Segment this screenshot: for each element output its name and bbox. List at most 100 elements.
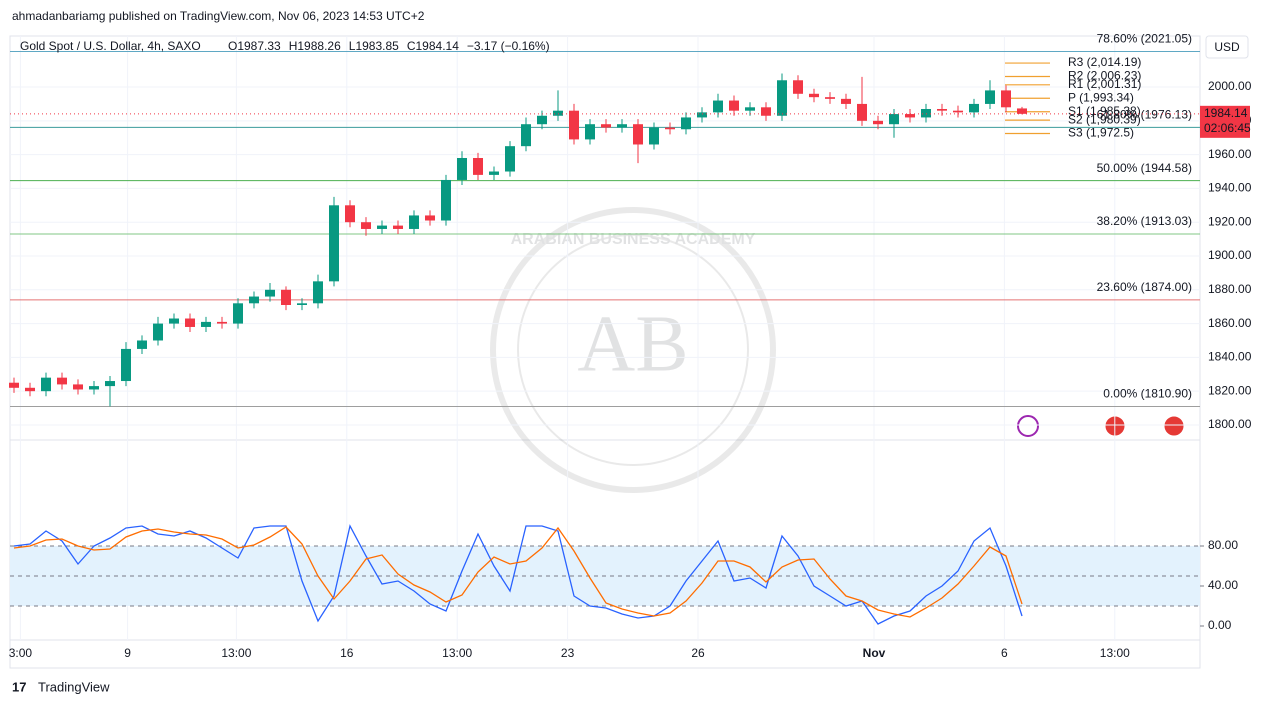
candle-body	[841, 98, 851, 104]
candle-body	[105, 381, 115, 387]
candle-body	[249, 296, 259, 304]
x-tick-label: 6	[1001, 646, 1008, 660]
fib-label: 78.60% (2021.05)	[1097, 32, 1192, 46]
watermark: AB ARABIAN BUSINESS ACADEMY	[490, 207, 776, 493]
candle-body	[905, 114, 915, 118]
y-tick-label: 1800.00	[1208, 417, 1252, 431]
candle-body	[665, 127, 675, 130]
chart-title: Gold Spot / U.S. Dollar, 4h, SAXO	[20, 39, 201, 53]
pivot-label: R1 (2,001.31)	[1068, 77, 1141, 91]
candle-body	[265, 289, 275, 297]
candle-body	[777, 80, 787, 116]
candle-body	[201, 321, 211, 327]
x-tick-label: 16	[340, 646, 354, 660]
pivot-label: S1 (1,985.38)	[1068, 104, 1141, 118]
candle-body	[329, 205, 339, 282]
y-tick-label: 1900.00	[1208, 248, 1252, 262]
candle-body	[153, 323, 163, 341]
y-tick-label: 1840.00	[1208, 350, 1252, 364]
candle-body	[505, 146, 515, 172]
candle-body	[729, 100, 739, 111]
candle-body	[745, 107, 755, 111]
candle-body	[281, 289, 291, 305]
candle-body	[921, 108, 931, 118]
y-tick-label: 40.00	[1208, 578, 1238, 592]
pivot-label: R2 (2,006.23)	[1068, 69, 1141, 83]
last-price-label: 1984.14	[1204, 106, 1248, 120]
x-tick-label: Nov	[863, 646, 886, 660]
y-tick-label: 1960.00	[1208, 147, 1252, 161]
countdown-label: 02:06:45	[1204, 121, 1251, 135]
candle-body	[233, 303, 243, 324]
watermark-text: ARABIAN BUSINESS ACADEMY	[511, 231, 756, 248]
x-tick-label: 3:00	[9, 646, 33, 660]
legend-item: C1984.14	[407, 39, 459, 53]
candle-body	[649, 127, 659, 145]
candle-body	[425, 215, 435, 221]
candle-body	[377, 225, 387, 229]
candle-body	[521, 124, 531, 147]
candle-body	[681, 117, 691, 130]
candle-body	[873, 120, 883, 125]
legend-item: −3.17 (−0.16%)	[467, 39, 550, 53]
candle-body	[761, 107, 771, 116]
pivot-label: S3 (1,972.5)	[1068, 126, 1134, 140]
candle-body	[361, 222, 371, 229]
x-tick-label: 13:00	[221, 646, 251, 660]
brand: 17 TradingView	[12, 679, 110, 694]
event-icon[interactable]	[1163, 415, 1185, 437]
candles	[9, 73, 1027, 407]
candle-body	[793, 80, 803, 94]
x-tick-label: 13:00	[1100, 646, 1130, 660]
y-tick-label: 2000.00	[1208, 79, 1252, 93]
candle-body	[633, 124, 643, 145]
publisher-line: ahmadanbariamg published on TradingView.…	[12, 9, 425, 23]
y-tick-label: 1920.00	[1208, 214, 1252, 228]
candle-body	[569, 110, 579, 140]
candle-body	[185, 318, 195, 327]
candle-body	[937, 108, 947, 111]
candle-body	[601, 124, 611, 128]
candle-body	[441, 179, 451, 221]
fib-label: 23.60% (1874.00)	[1097, 280, 1192, 294]
candle-body	[41, 377, 51, 392]
pivot-label: R3 (2,014.19)	[1068, 55, 1141, 69]
legend-item: O1987.33	[228, 39, 281, 53]
legend-item: H1988.26	[289, 39, 341, 53]
candle-body	[137, 340, 147, 349]
candle-body	[985, 90, 995, 104]
candle-body	[73, 384, 83, 390]
candle-body	[697, 112, 707, 118]
fib-label: 50.00% (1944.58)	[1097, 161, 1192, 175]
candle-body	[889, 114, 899, 125]
currency[interactable]: USD	[1214, 40, 1240, 54]
fib-label: 0.00% (1810.90)	[1103, 387, 1192, 401]
watermark-logo: AB	[577, 300, 688, 388]
candle-body	[969, 103, 979, 113]
candle-body	[25, 387, 35, 392]
last-price-box	[1200, 105, 1250, 138]
event-icon[interactable]	[1017, 415, 1039, 437]
candle-body	[617, 124, 627, 128]
candle-body	[217, 321, 227, 324]
candle-body	[89, 386, 99, 390]
currency-box[interactable]	[1205, 35, 1249, 59]
brand-name: TradingView	[38, 679, 110, 694]
candle-body	[57, 377, 67, 385]
y-tick-label: 1880.00	[1208, 282, 1252, 296]
y-tick-label: 1860.00	[1208, 316, 1252, 330]
candle-body	[9, 382, 19, 388]
fib-label: 61.80% (1976.13)	[1097, 108, 1192, 122]
candle-body	[1001, 90, 1011, 108]
pivot-label: P (1,993.34)	[1068, 90, 1134, 104]
pivot-label: S2 (1,980.39)	[1068, 112, 1141, 126]
candle-body	[409, 215, 419, 229]
candle-body	[345, 205, 355, 223]
x-tick-label: 23	[561, 646, 575, 660]
y-tick-label: 80.00	[1208, 538, 1238, 552]
fib-label: 38.20% (1913.03)	[1097, 214, 1192, 228]
x-tick-label: 13:00	[442, 646, 472, 660]
candle-body	[1017, 108, 1027, 114]
candle-body	[313, 281, 323, 304]
